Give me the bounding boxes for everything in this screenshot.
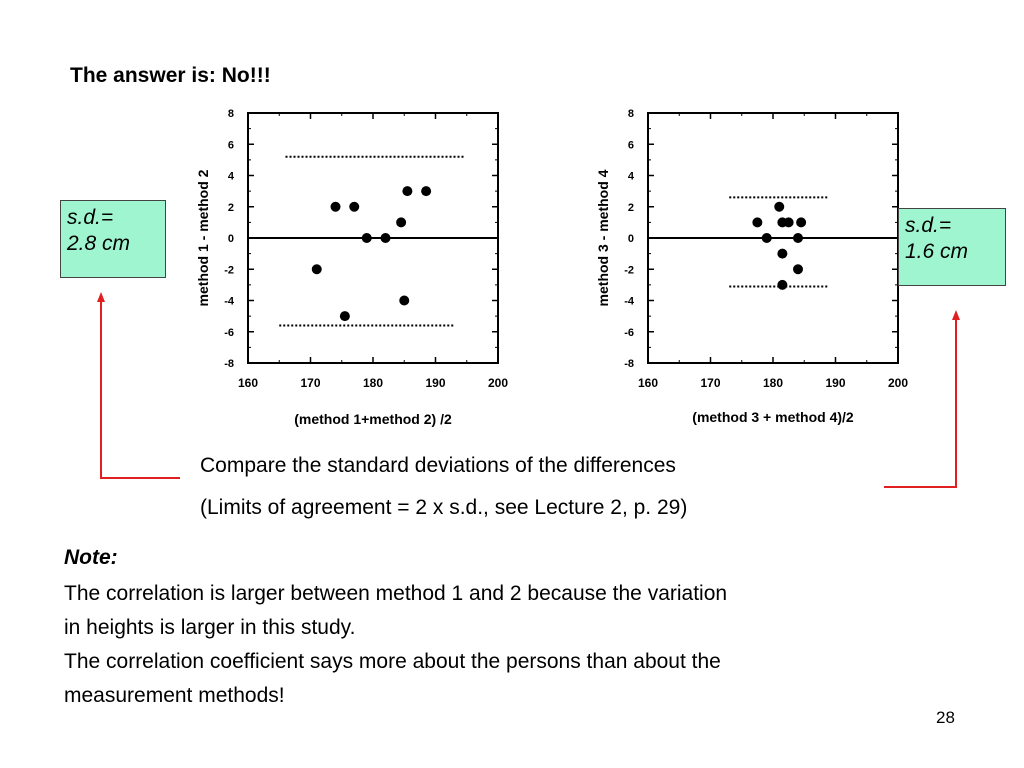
y-tick-label: 0: [628, 233, 634, 245]
data-point: [793, 233, 803, 243]
note-line-1: The correlation is larger between method…: [64, 582, 728, 605]
right-arrow: [884, 310, 960, 488]
x-tick-label: 190: [425, 376, 445, 390]
y-tick-label: 2: [628, 202, 634, 214]
data-point: [396, 217, 407, 228]
x-tick-label: 200: [488, 376, 508, 390]
data-point: [402, 186, 413, 197]
data-point: [349, 201, 360, 212]
x-tick-label: 180: [363, 376, 383, 390]
note-line-4: measurement methods!: [64, 684, 285, 707]
sd-right-line2: 1.6 cm: [905, 240, 969, 263]
data-point: [796, 217, 807, 228]
data-point: [777, 279, 788, 290]
data-point: [339, 311, 350, 322]
y-axis-label: method 3 - method 4: [595, 169, 611, 306]
y-tick-label: 2: [228, 202, 234, 214]
data-point: [752, 217, 763, 228]
y-axis-label: method 1 - method 2: [195, 169, 211, 306]
slide-title: The answer is: No!!!: [70, 64, 271, 87]
y-tick-label: -2: [624, 264, 634, 276]
x-tick-label: 200: [888, 376, 908, 390]
compare-text-line1: Compare the standard deviations of the d…: [200, 454, 676, 477]
y-tick-label: 6: [228, 139, 234, 151]
data-point: [774, 201, 785, 212]
sd-left-line2: 2.8 cm: [67, 232, 131, 255]
x-axis-label: (method 1+method 2) /2: [294, 411, 452, 427]
data-point: [793, 264, 803, 275]
note-heading: Note:: [64, 546, 118, 569]
x-tick-label: 170: [700, 376, 720, 390]
y-tick-label: -8: [624, 358, 634, 370]
y-tick-label: -2: [224, 264, 234, 276]
y-tick-label: 8: [628, 108, 634, 120]
note-line-2: in heights is larger in this study.: [64, 616, 356, 639]
left-arrow: [97, 292, 180, 479]
y-tick-label: 4: [628, 171, 635, 183]
sd-box-left: s.d.= 2.8 cm: [60, 200, 166, 278]
page-number: 28: [936, 708, 955, 727]
y-tick-label: 6: [628, 139, 634, 151]
y-tick-label: 8: [228, 108, 234, 120]
y-tick-label: -6: [624, 327, 634, 339]
x-tick-label: 160: [638, 376, 658, 390]
x-tick-label: 180: [763, 376, 783, 390]
data-point: [783, 217, 794, 228]
bland-altman-plot-methods-1-2: -8 -6 -4 -2 0 2 4 6 8 160 170 180 190 200 (method 1+me…: [195, 108, 508, 427]
data-point: [361, 233, 372, 243]
note-line-3: The correlation coefficient says more ab…: [64, 650, 721, 673]
data-point: [777, 248, 788, 259]
y-tick-label: -4: [224, 296, 235, 308]
x-axis-label: (method 3 + method 4)/2: [692, 409, 854, 425]
y-tick-label: -4: [624, 296, 635, 308]
data-point: [380, 233, 391, 243]
y-tick-label: 4: [228, 171, 235, 183]
sd-left-line1: s.d.=: [67, 206, 114, 229]
y-tick-label: 0: [228, 233, 234, 245]
x-tick-label: 170: [300, 376, 320, 390]
data-point: [311, 264, 322, 275]
x-tick-label: 190: [825, 376, 845, 390]
compare-text-line2: (Limits of agreement = 2 x s.d., see Lec…: [200, 496, 688, 519]
y-tick-label: -8: [224, 358, 234, 370]
y-tick-label: -6: [224, 327, 234, 339]
bland-altman-plot-methods-3-4: -8 -6 -4 -2 0 2 4 6 8 160 170 180 190 200 (method 3 + …: [595, 108, 908, 425]
x-tick-label: 160: [238, 376, 258, 390]
sd-right-line1: s.d.=: [905, 214, 952, 237]
data-point: [421, 186, 432, 197]
sd-box-right: s.d.= 1.6 cm: [898, 208, 1006, 286]
data-point: [330, 201, 341, 212]
data-point: [761, 233, 772, 243]
data-point: [399, 295, 410, 306]
